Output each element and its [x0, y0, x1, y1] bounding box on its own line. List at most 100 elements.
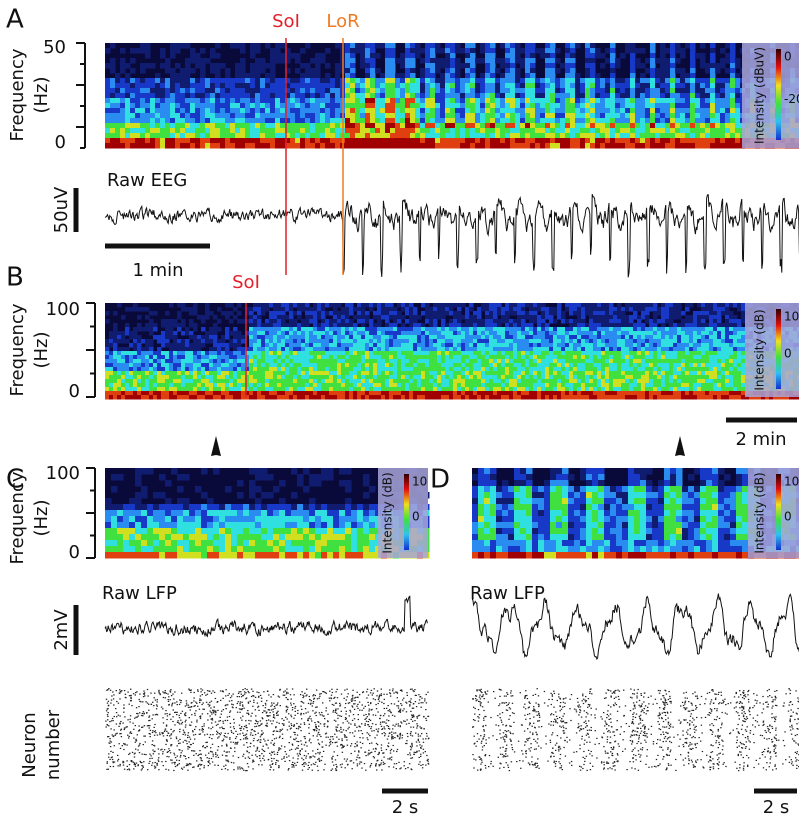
spectrogram-cell [365, 343, 370, 348]
spectrogram-cell [313, 363, 318, 368]
spectrogram-cell [481, 359, 486, 364]
spectrogram-cell [490, 138, 496, 144]
spectrogram-cell [425, 331, 430, 336]
spectrogram-cell [285, 347, 290, 352]
spectrogram-cell [253, 383, 258, 388]
spectrogram-cell [129, 351, 134, 356]
spectrogram-cell [460, 48, 466, 54]
spectrogram-cell [545, 327, 550, 332]
spectrogram-cell [277, 395, 282, 400]
spectrogram-cell [301, 359, 306, 364]
spectrogram-cell [115, 108, 121, 114]
spectrogram-cell [640, 113, 646, 119]
spectrogram-cell [335, 78, 341, 84]
spectrogram-cell [610, 63, 616, 69]
spectrogram-cell [493, 311, 498, 316]
spectrogram-cell [725, 103, 731, 109]
spectrogram-cell [430, 53, 436, 59]
spectrogram-cell [230, 118, 236, 124]
spectrogram-cell [273, 347, 278, 352]
spectrogram-cell [133, 395, 138, 400]
spectrogram-cell [381, 371, 386, 376]
spectrogram-cell [125, 103, 131, 109]
spectrogram-cell [273, 391, 278, 396]
spectrogram-cell [130, 98, 136, 104]
spectrogram-cell [277, 319, 282, 324]
spectrogram-cell [449, 331, 454, 336]
spectrogram-cell [455, 58, 461, 64]
spectrogram-cell [580, 128, 586, 134]
spectrogram-cell [590, 143, 596, 149]
spectrogram-cell [173, 335, 178, 340]
spectrogram-cell [565, 133, 571, 139]
spectrogram-cell [190, 48, 196, 54]
spectrogram-cell [660, 108, 666, 114]
spectrogram-cell [195, 103, 201, 109]
spectrogram-cell [335, 68, 341, 74]
spectrogram-cell [735, 93, 741, 99]
spectrogram-cell [525, 339, 530, 344]
spectrogram-cell [337, 355, 342, 360]
spectrogram-cell [545, 375, 550, 380]
spectrogram-cell [465, 138, 471, 144]
spectrogram-cell [355, 48, 361, 54]
spectrogram-cell [235, 73, 241, 79]
spectrogram-cell [249, 355, 254, 360]
spectrogram-cell [275, 128, 281, 134]
spectrogram-cell [121, 351, 126, 356]
spectrogram-cell [277, 359, 282, 364]
spectrogram-cell [369, 343, 374, 348]
spectrogram-cell [185, 113, 191, 119]
spectrogram-cell [181, 391, 186, 396]
spectrogram-cell [630, 68, 636, 74]
spectrogram-cell [295, 133, 301, 139]
spectrogram-cell [189, 331, 194, 336]
spectrogram-cell [330, 83, 336, 89]
spectrogram-cell [329, 371, 334, 376]
spectrogram-cell [215, 128, 221, 134]
spectrogram-cell [590, 43, 596, 49]
spectrogram-cell [393, 391, 398, 396]
spectrogram-cell [725, 78, 731, 84]
spectrogram-cell [301, 387, 306, 392]
spectrogram-cell [465, 83, 471, 89]
spectrogram-cell [389, 363, 394, 368]
spectrogram-cell [655, 78, 661, 84]
spectrogram-cell [110, 123, 116, 129]
spectrogram-cell [645, 58, 651, 64]
spectrogram-cell [553, 335, 558, 340]
spectrogram-cell [237, 367, 242, 372]
spectrogram-cell [369, 323, 374, 328]
spectrogram-cell [333, 311, 338, 316]
spectrogram-cell [440, 93, 446, 99]
spectrogram-cell [337, 363, 342, 368]
spectrogram-cell [105, 371, 110, 376]
spectrogram-cell [465, 113, 471, 119]
spectrogram-cell [201, 359, 206, 364]
spectrogram-cell [110, 43, 116, 49]
spectrogram-cell [285, 387, 290, 392]
spectrogram-cell [295, 108, 301, 114]
spectrogram-cell [305, 355, 310, 360]
spectrogram-cell [350, 68, 356, 74]
spectrogram-cell [269, 303, 274, 308]
spectrogram-cell [461, 371, 466, 376]
spectrogram-cell [281, 315, 286, 320]
spectrogram-cell [429, 363, 434, 368]
spectrogram-cell [180, 133, 186, 139]
spectrogram-cell [670, 108, 676, 114]
spectrogram-cell [675, 83, 681, 89]
spectrogram-cell [365, 335, 370, 340]
spectrogram-cell [410, 138, 416, 144]
spectrogram-cell [533, 371, 538, 376]
spectrogram-cell [113, 351, 118, 356]
spectrogram-cell [335, 138, 341, 144]
spectrogram-cell [385, 327, 390, 332]
spectrogram-cell [110, 68, 116, 74]
spectrogram-cell [537, 303, 542, 308]
spectrogram-cell [309, 391, 314, 396]
spectrogram-cell [209, 355, 214, 360]
spectrogram-cell [473, 339, 478, 344]
spectrogram-cell [425, 93, 431, 99]
spectrogram-cell [305, 88, 311, 94]
